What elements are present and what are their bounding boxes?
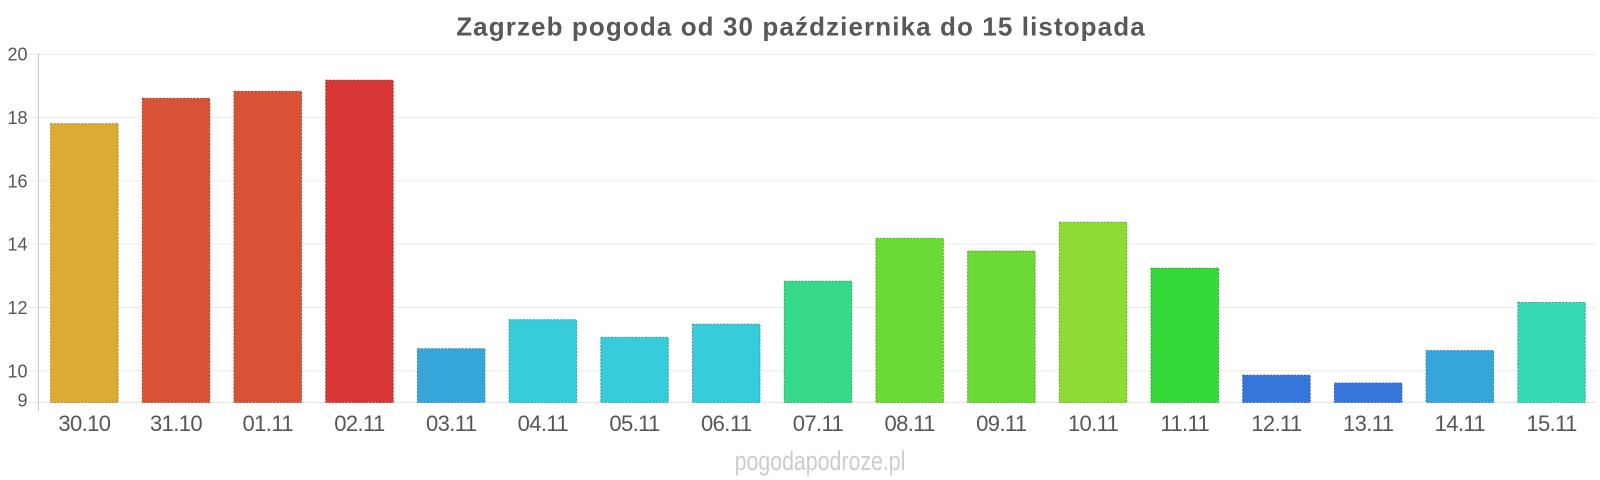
svg-text:pogodapodroze.pl: pogodapodroze.pl	[735, 447, 906, 477]
svg-text:12.11: 12.11	[1251, 411, 1302, 436]
svg-text:10: 10	[7, 361, 27, 381]
svg-text:02.11: 02.11	[334, 411, 385, 436]
svg-text:18: 18	[7, 108, 27, 128]
svg-text:13.11: 13.11	[1343, 411, 1394, 436]
svg-text:Zagrzeb pogoda od 30 październ: Zagrzeb pogoda od 30 października do 15 …	[456, 12, 1146, 42]
svg-text:30.10: 30.10	[58, 411, 110, 436]
svg-text:11.11: 11.11	[1160, 411, 1209, 436]
svg-text:14.11: 14.11	[1435, 411, 1486, 436]
svg-text:09.11: 09.11	[976, 411, 1027, 436]
svg-text:20: 20	[7, 45, 27, 65]
svg-text:03.11: 03.11	[426, 411, 477, 436]
svg-text:04.11: 04.11	[518, 411, 569, 436]
svg-text:9: 9	[17, 391, 27, 411]
svg-text:07.11: 07.11	[793, 411, 844, 436]
svg-text:01.11: 01.11	[243, 411, 294, 436]
svg-text:10.11: 10.11	[1068, 411, 1119, 436]
svg-text:06.11: 06.11	[701, 411, 752, 436]
svg-text:08.11: 08.11	[884, 411, 935, 436]
svg-text:12: 12	[7, 298, 27, 318]
svg-text:14: 14	[7, 235, 27, 255]
svg-text:15.11: 15.11	[1526, 411, 1577, 436]
svg-text:16: 16	[7, 171, 27, 191]
svg-text:05.11: 05.11	[609, 411, 660, 436]
svg-text:31.10: 31.10	[150, 411, 202, 436]
